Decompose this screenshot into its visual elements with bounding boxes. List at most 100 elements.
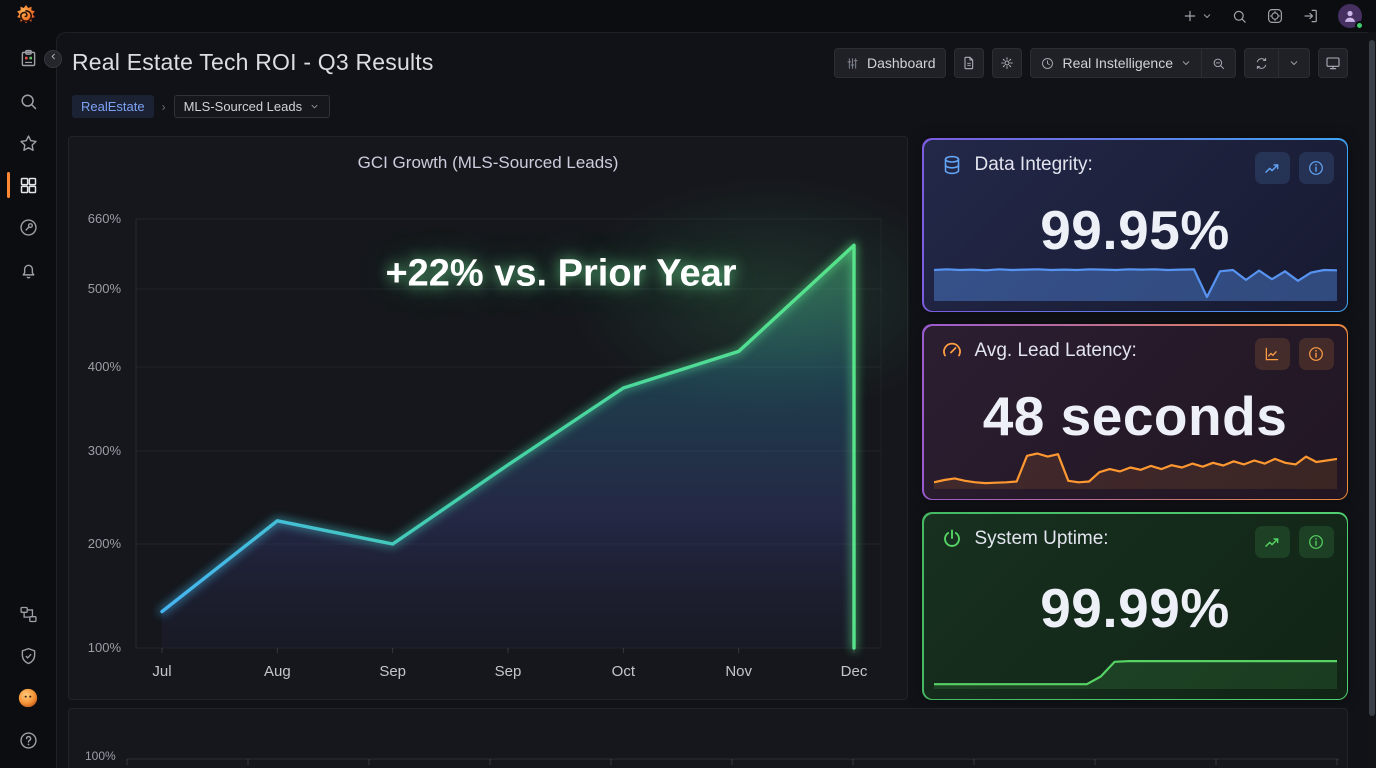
settings-button[interactable] (992, 48, 1023, 78)
breadcrumb-root[interactable]: RealEstate (72, 95, 154, 118)
explore-trend-button[interactable] (1254, 525, 1290, 558)
bottom-panel-axis (126, 758, 1339, 765)
search-button[interactable] (1231, 8, 1248, 25)
help-icon (18, 730, 39, 751)
chevron-down-icon (1180, 57, 1192, 69)
panel-info-button[interactable] (1298, 151, 1334, 184)
scrollbar-thumb[interactable] (1369, 40, 1375, 716)
refresh-group (1244, 48, 1310, 78)
bell-icon (18, 260, 39, 281)
grafana-logo-icon[interactable] (14, 4, 38, 28)
scrollbar-track[interactable] (1368, 32, 1376, 768)
top-bar (0, 0, 1376, 32)
stat-title: Data Integrity: (974, 153, 1093, 175)
axis-tick-label: 100% (85, 749, 116, 763)
refresh-button[interactable] (1245, 49, 1278, 77)
gauge-icon (940, 339, 964, 363)
panel-info-button[interactable] (1298, 525, 1334, 558)
dashboard-toolbar: Dashboard Real Instelligence (833, 48, 1348, 78)
time-range-picker[interactable]: Real Instelligence (1031, 49, 1201, 77)
svg-text:200%: 200% (88, 536, 122, 551)
shield-icon (18, 646, 39, 667)
zoom-out-icon (1211, 56, 1226, 71)
page-title: Real Estate Tech ROI - Q3 Results (72, 49, 434, 75)
explore-trend-button[interactable] (1254, 151, 1290, 184)
time-range-zoom-out-button[interactable] (1201, 49, 1235, 77)
explore-trend-button[interactable] (1254, 337, 1290, 370)
refresh-interval-dropdown[interactable] (1278, 49, 1309, 77)
grot-assistant-icon (17, 687, 39, 709)
dock-menu-toggle[interactable] (44, 50, 62, 68)
svg-text:500%: 500% (88, 281, 122, 296)
chevron-down-icon (1288, 57, 1300, 69)
kiosk-mode-button[interactable] (1318, 48, 1348, 78)
dashboard-button[interactable]: Dashboard (833, 48, 947, 78)
gci-growth-chart-plot[interactable]: 660% 500% 400% 300% 200% 100% Jul Aug Sep Sep Oct N… (69, 137, 909, 701)
info-icon (1307, 345, 1325, 363)
sign-in-button[interactable] (1302, 7, 1320, 25)
svg-text:Dec: Dec (841, 663, 868, 680)
apps-button[interactable] (1266, 7, 1284, 25)
lead-latency-sparkline (933, 445, 1337, 489)
trend-up-icon (1263, 159, 1281, 177)
chevron-left-icon (48, 51, 59, 62)
sidebar-item-irm[interactable] (0, 209, 56, 245)
sidebar-item-alerting[interactable] (0, 252, 56, 288)
svg-text:300%: 300% (88, 443, 122, 458)
breadcrumb-current-label: MLS-Sourced Leads (183, 99, 303, 114)
panel-info-button[interactable] (1298, 337, 1334, 370)
sign-in-icon (1302, 7, 1320, 25)
clock-icon (1040, 56, 1055, 71)
breadcrumb-current[interactable]: MLS-Sourced Leads (173, 95, 331, 118)
gear-icon (999, 55, 1015, 71)
file-icon (961, 55, 977, 71)
stat-header: Avg. Lead Latency: (940, 339, 1137, 363)
next-row-panel: 100% (68, 708, 1348, 768)
system-uptime-panel: System Uptime: 99.99% (922, 512, 1348, 700)
star-icon (18, 133, 39, 154)
stat-value: 48 seconds (982, 384, 1288, 447)
lead-latency-panel: Avg. Lead Latency: 48 seconds (922, 324, 1348, 500)
snapshot-button[interactable] (954, 48, 985, 78)
sliders-icon (845, 56, 860, 71)
chart-line-icon (1263, 345, 1281, 363)
search-icon (18, 91, 39, 112)
info-icon (1307, 159, 1325, 177)
svg-text:Sep: Sep (379, 663, 406, 680)
time-range-group: Real Instelligence (1030, 48, 1236, 78)
sidebar-item-search[interactable] (0, 83, 56, 119)
svg-text:400%: 400% (88, 359, 122, 374)
wrench-circle-icon (18, 217, 39, 238)
stat-value: 99.95% (1040, 198, 1230, 261)
svg-text:660%: 660% (88, 211, 122, 226)
grid-icon (18, 175, 39, 196)
stat-header: Data Integrity: (940, 153, 1093, 177)
connections-icon (18, 604, 39, 625)
nav-sidebar (0, 32, 56, 768)
search-icon (1231, 8, 1248, 25)
svg-text:Jul: Jul (152, 663, 171, 680)
database-icon (940, 153, 964, 177)
time-range-label: Real Instelligence (1062, 55, 1173, 71)
sidebar-item-dashboards[interactable] (0, 167, 56, 203)
dashboard-button-label: Dashboard (866, 55, 936, 71)
sidebar-item-administration[interactable] (0, 638, 56, 674)
panel-title: GCI Growth (MLS-Sourced Leads) (357, 153, 619, 172)
chevron-down-icon (1201, 10, 1213, 22)
data-integrity-panel: Data Integrity: 99.95% (922, 138, 1348, 312)
sidebar-item-help[interactable] (0, 722, 56, 758)
data-integrity-sparkline (933, 263, 1337, 301)
info-icon (1307, 533, 1325, 551)
gci-growth-panel: GCI Growth (MLS-Sourced Leads) 660% 500% 4… (68, 136, 909, 701)
sidebar-item-starred[interactable] (0, 125, 56, 161)
add-new-button[interactable] (1182, 8, 1213, 24)
stat-title: Avg. Lead Latency: (974, 339, 1137, 361)
sidebar-item-connections[interactable] (0, 596, 56, 632)
user-avatar[interactable] (1338, 4, 1364, 30)
stat-value: 99.99% (1040, 576, 1230, 639)
sidebar-item-grot-assistant[interactable] (0, 680, 56, 716)
online-status-dot (1355, 21, 1364, 30)
stat-title: System Uptime: (974, 527, 1109, 549)
breadcrumb: RealEstate › MLS-Sourced Leads (72, 95, 331, 118)
